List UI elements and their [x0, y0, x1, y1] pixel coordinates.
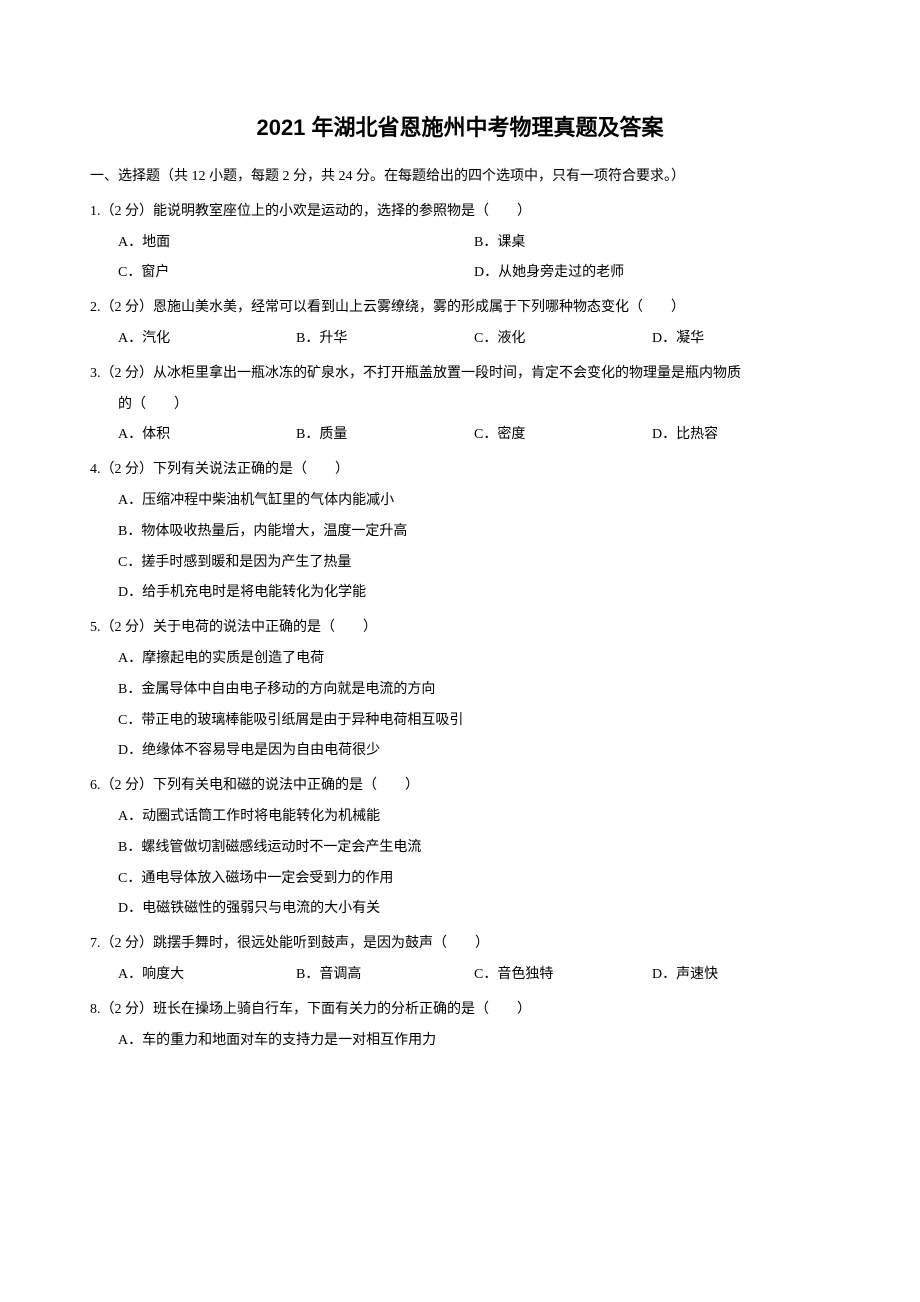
question-4: 4.（2 分）下列有关说法正确的是（ ） A．压缩冲程中柴油机气缸里的气体内能减…: [90, 455, 830, 609]
option-b: B．升华: [296, 324, 474, 355]
option-a: A．体积: [118, 420, 296, 451]
options: A．地面 B．课桌 C．窗户 D．从她身旁走过的老师: [90, 228, 830, 290]
options: A．动圈式话筒工作时将电能转化为机械能 B．螺线管做切割磁感线运动时不一定会产生…: [90, 802, 830, 925]
option-c: C．音色独特: [474, 960, 652, 991]
question-7: 7.（2 分）跳摆手舞时，很远处能听到鼓声，是因为鼓声（ ） A．响度大 B．音…: [90, 929, 830, 991]
question-text: 7.（2 分）跳摆手舞时，很远处能听到鼓声，是因为鼓声（ ）: [90, 929, 830, 960]
options: A．摩擦起电的实质是创造了电荷 B．金属导体中自由电子移动的方向就是电流的方向 …: [90, 644, 830, 767]
question-5: 5.（2 分）关于电荷的说法中正确的是（ ） A．摩擦起电的实质是创造了电荷 B…: [90, 613, 830, 767]
option-b: B．物体吸收热量后，内能增大，温度一定升高: [118, 517, 830, 548]
option-a: A．动圈式话筒工作时将电能转化为机械能: [118, 802, 830, 833]
question-text: 3.（2 分）从冰柜里拿出一瓶冰冻的矿泉水，不打开瓶盖放置一段时间，肯定不会变化…: [90, 359, 830, 390]
option-a: A．地面: [118, 228, 474, 259]
question-text: 5.（2 分）关于电荷的说法中正确的是（ ）: [90, 613, 830, 644]
question-text: 8.（2 分）班长在操场上骑自行车，下面有关力的分析正确的是（ ）: [90, 995, 830, 1026]
option-d: D．绝缘体不容易导电是因为自由电荷很少: [118, 736, 830, 767]
question-text: 2.（2 分）恩施山美水美，经常可以看到山上云雾缭绕，雾的形成属于下列哪种物态变…: [90, 293, 830, 324]
option-d: D．电磁铁磁性的强弱只与电流的大小有关: [118, 894, 830, 925]
option-b: B．金属导体中自由电子移动的方向就是电流的方向: [118, 675, 830, 706]
question-6: 6.（2 分）下列有关电和磁的说法中正确的是（ ） A．动圈式话筒工作时将电能转…: [90, 771, 830, 925]
option-c: C．带正电的玻璃棒能吸引纸屑是由于异种电荷相互吸引: [118, 706, 830, 737]
option-b: B．螺线管做切割磁感线运动时不一定会产生电流: [118, 833, 830, 864]
option-d: D．声速快: [652, 960, 830, 991]
options: A．车的重力和地面对车的支持力是一对相互作用力: [90, 1026, 830, 1057]
option-d: D．从她身旁走过的老师: [474, 258, 830, 289]
option-c: C．液化: [474, 324, 652, 355]
question-text: 1.（2 分）能说明教室座位上的小欢是运动的，选择的参照物是（ ）: [90, 197, 830, 228]
question-3: 3.（2 分）从冰柜里拿出一瓶冰冻的矿泉水，不打开瓶盖放置一段时间，肯定不会变化…: [90, 359, 830, 451]
question-text: 4.（2 分）下列有关说法正确的是（ ）: [90, 455, 830, 486]
option-a: A．汽化: [118, 324, 296, 355]
options: A．汽化 B．升华 C．液化 D．凝华: [90, 324, 830, 355]
section-header: 一、选择题（共 12 小题，每题 2 分，共 24 分。在每题给出的四个选项中，…: [90, 162, 830, 193]
option-d: D．凝华: [652, 324, 830, 355]
options: A．压缩冲程中柴油机气缸里的气体内能减小 B．物体吸收热量后，内能增大，温度一定…: [90, 486, 830, 609]
question-2: 2.（2 分）恩施山美水美，经常可以看到山上云雾缭绕，雾的形成属于下列哪种物态变…: [90, 293, 830, 355]
option-a: A．摩擦起电的实质是创造了电荷: [118, 644, 830, 675]
option-c: C．密度: [474, 420, 652, 451]
page-title: 2021 年湖北省恩施州中考物理真题及答案: [90, 110, 830, 142]
option-b: B．质量: [296, 420, 474, 451]
options: A．响度大 B．音调高 C．音色独特 D．声速快: [90, 960, 830, 991]
question-continuation: 的（ ）: [90, 390, 830, 421]
options: A．体积 B．质量 C．密度 D．比热容: [90, 420, 830, 451]
question-text: 6.（2 分）下列有关电和磁的说法中正确的是（ ）: [90, 771, 830, 802]
option-b: B．课桌: [474, 228, 830, 259]
question-1: 1.（2 分）能说明教室座位上的小欢是运动的，选择的参照物是（ ） A．地面 B…: [90, 197, 830, 289]
option-a: A．压缩冲程中柴油机气缸里的气体内能减小: [118, 486, 830, 517]
option-d: D．给手机充电时是将电能转化为化学能: [118, 578, 830, 609]
option-c: C．搓手时感到暖和是因为产生了热量: [118, 548, 830, 579]
option-c: C．窗户: [118, 258, 474, 289]
option-d: D．比热容: [652, 420, 830, 451]
option-a: A．车的重力和地面对车的支持力是一对相互作用力: [118, 1026, 830, 1057]
option-a: A．响度大: [118, 960, 296, 991]
option-b: B．音调高: [296, 960, 474, 991]
option-c: C．通电导体放入磁场中一定会受到力的作用: [118, 864, 830, 895]
question-8: 8.（2 分）班长在操场上骑自行车，下面有关力的分析正确的是（ ） A．车的重力…: [90, 995, 830, 1057]
